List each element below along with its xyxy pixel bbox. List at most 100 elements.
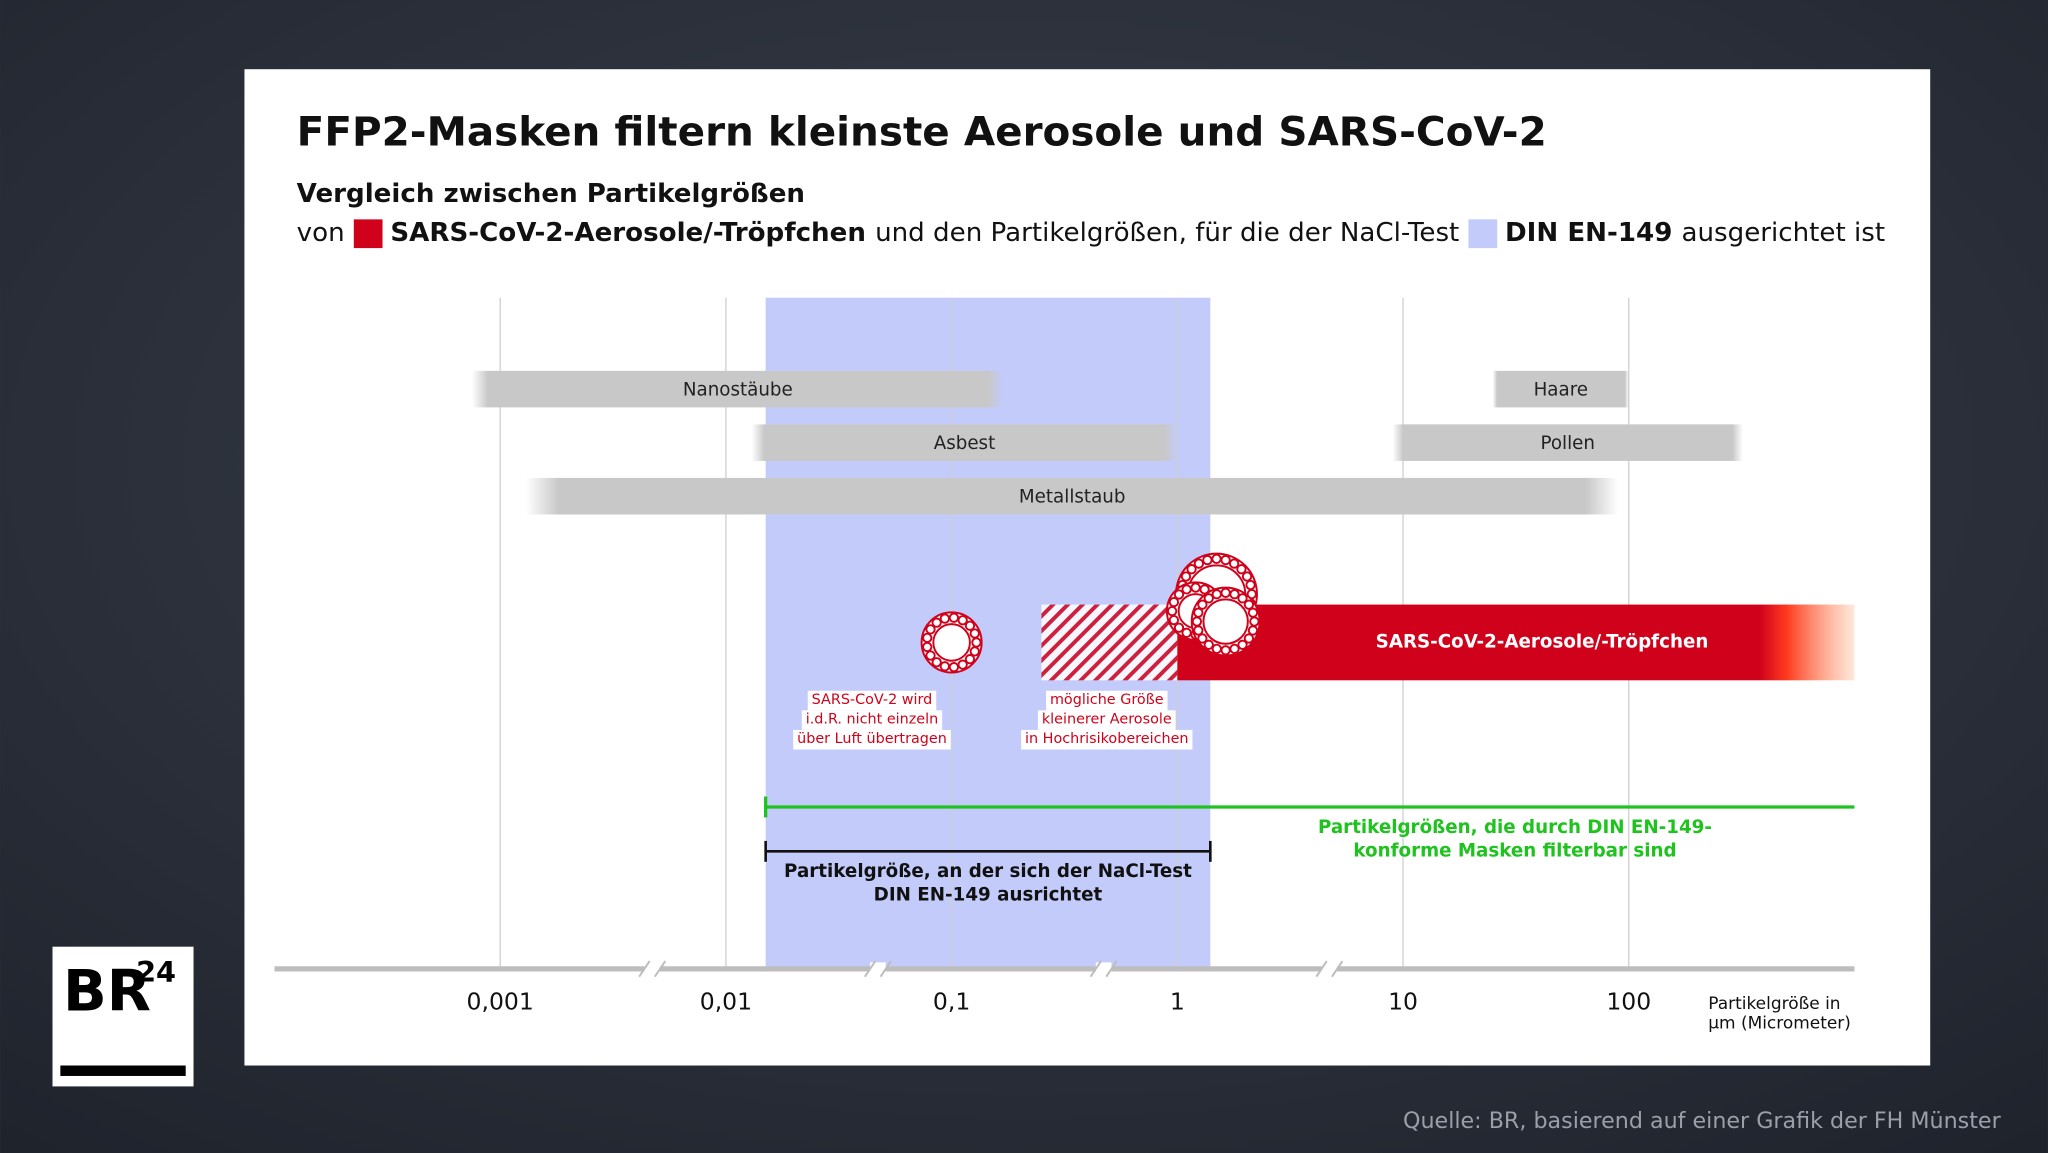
virus-spike [1173,589,1185,600]
logo-bar [60,1065,186,1076]
annotation-bg [807,690,937,711]
legend-swatch [353,219,383,249]
x-axis-label: µm (Micrometer) [1708,1014,1851,1034]
legend-text: von [297,218,345,248]
range-bar [1492,370,1629,408]
virus-spike [1229,643,1240,655]
virus-spike [1168,614,1180,626]
virus-spike [948,612,960,623]
annotation: kleinerer Aerosole [1042,711,1172,727]
virus-spike [971,637,982,648]
x-axis-label: Partikelgröße in [1708,994,1840,1014]
virus-spike [939,661,950,672]
x-tick-label: 0,01 [700,987,752,1015]
virus-spike [957,615,968,626]
legend-swatch [1468,219,1498,249]
virus-spike [1229,589,1240,600]
virus-spike [1193,558,1205,569]
virus-spike [1236,564,1247,575]
nacl-label: Partikelgröße, an der sich der NaCl-Test [784,861,1192,882]
annotation: in Hochrisikobereichen [1025,731,1188,747]
axis-break-mark [638,960,651,978]
legend-text: SARS-CoV-2-Aerosole/-Tröpfchen [390,218,866,248]
axis-break-mark [879,960,892,978]
annotation-bg [1037,710,1176,730]
virus-spike [1237,593,1248,604]
axis-break [1095,962,1112,976]
x-tick-label: 100 [1606,987,1651,1015]
logo-sup: 24 [136,955,176,989]
annotation: i.d.R. nicht einzeln [806,711,939,727]
virus-spike [1203,639,1214,650]
virus-spike [1241,571,1253,582]
virus-spike [1181,627,1192,638]
annotation: über Luft übertragen [797,731,947,747]
virus-spike [1180,571,1192,582]
virus-spike [1211,589,1222,600]
virus-spike [1193,607,1204,618]
axis-break-mark [1089,960,1102,978]
range-bar [525,477,1619,515]
virus-cluster [1165,552,1261,657]
annotation-bg [1046,690,1168,711]
range-label: Nanostäube [683,379,793,400]
virus-spike [925,624,936,635]
range-label: Asbest [934,433,996,454]
x-tick-label: 0,001 [467,987,534,1015]
virus-spike [1243,599,1255,610]
nacl-label: DIN EN-149 ausrichtet [874,885,1103,906]
virus-core [932,623,971,662]
axis-break-mark [864,960,877,978]
virus-spike [964,653,976,665]
chart-title: FFP2-Masken filtern kleinste Aerosole un… [297,107,1547,155]
virus-spike [1237,639,1248,650]
virus-spike [1243,633,1255,644]
virus-spike [1199,584,1210,595]
virus-spike [1247,607,1259,618]
axis-break-mark [1105,960,1118,978]
virus-spike [939,613,950,624]
range-label: Pollen [1540,433,1595,454]
axis-break [870,962,886,976]
virus-spike [922,641,933,653]
virus-spike [1220,645,1231,656]
annotation: mögliche Größe [1050,692,1164,708]
virus-spike [969,628,980,639]
legend-text: DIN EN-149 [1505,218,1672,248]
virus-spike [1211,553,1222,565]
range-label: Haare [1534,379,1588,400]
annotation-bg [1021,729,1193,750]
virus-spike [957,659,968,670]
annotation-bg [793,729,951,750]
virus-spike [969,646,980,657]
source: Quelle: BR, basierend auf einer Grafik d… [1403,1108,2002,1134]
virus-spike [1202,554,1213,566]
range-bar [471,370,1004,408]
legend: von SARS-CoV-2-Aerosole/-Tröpfchen und den… [297,218,1885,248]
virus [920,611,983,674]
annotation: SARS-CoV-2 wird [812,692,933,708]
virus-spike [1181,584,1192,595]
sars-bar [1177,604,1855,681]
virus-spike [925,650,936,661]
virus-spike [1197,599,1208,610]
virus-spike [1168,596,1180,608]
virus-spike [1249,616,1260,627]
subtitle: Vergleich zwischen Partikelgrößen [297,179,805,209]
axis-break [1321,962,1338,976]
virus-spike [1191,616,1203,627]
legend-text: und den Partikelgrößen, für die der NaCl… [875,218,1459,248]
virus-spike [1193,625,1204,636]
virus-spike [1186,564,1197,575]
virus-core [1202,598,1249,645]
annotation-bg [801,710,943,730]
logo: BR 24 [52,946,194,1087]
x-tick-label: 0,1 [933,987,970,1015]
logo-text: BR [63,958,151,1025]
range-bar [1392,424,1743,461]
range-label: Metallstaub [1019,487,1126,508]
virus-spike [1228,558,1240,569]
virus-spike [1173,622,1185,633]
